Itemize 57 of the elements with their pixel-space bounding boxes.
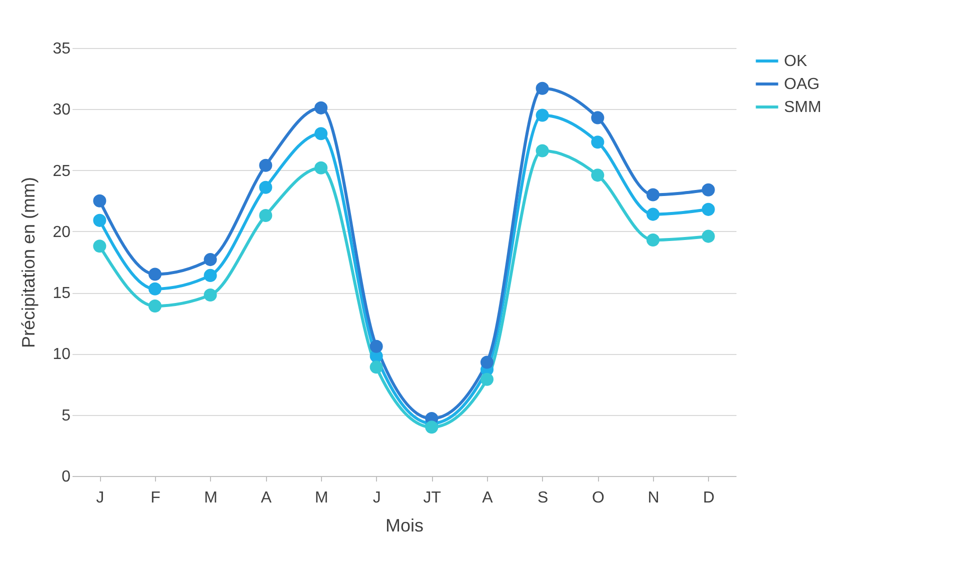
legend-label: OAG: [784, 76, 820, 93]
y-tick-label: 20: [52, 224, 71, 241]
x-tick-label: N: [648, 490, 660, 506]
point: [148, 282, 162, 296]
point: [536, 144, 549, 158]
y-tick-label: 25: [52, 162, 71, 180]
legend-label: OK: [784, 53, 808, 70]
y-tick-label: 30: [52, 102, 71, 119]
point: [536, 108, 549, 122]
point: [148, 268, 162, 281]
point: [314, 127, 328, 140]
point: [425, 420, 438, 434]
point: [259, 158, 272, 172]
point: [702, 230, 715, 243]
y-tick-label: 0: [62, 468, 71, 486]
point: [259, 209, 272, 222]
point: [314, 161, 328, 174]
point: [646, 233, 660, 246]
y-tick-label: 10: [52, 346, 71, 364]
point: [93, 194, 106, 208]
x-tick-label: J: [96, 490, 104, 506]
point: [259, 180, 272, 194]
point: [591, 111, 604, 124]
point: [591, 136, 604, 149]
point: [536, 82, 549, 95]
x-tick-label: M: [204, 490, 218, 506]
point: [204, 268, 217, 282]
point: [591, 168, 604, 182]
x-axis-title: Mois: [385, 516, 424, 536]
x-tick-label: S: [537, 490, 548, 506]
y-tick-label: 15: [52, 285, 71, 302]
point: [646, 188, 660, 202]
x-tick-label: A: [260, 490, 272, 506]
point: [480, 372, 494, 386]
point: [93, 240, 106, 253]
point: [148, 300, 162, 313]
point: [314, 101, 328, 114]
y-axis-title: Précipitation en (mm): [18, 176, 39, 348]
point: [646, 208, 660, 221]
point: [204, 253, 217, 266]
point: [93, 214, 106, 227]
legend-label: SMM: [784, 99, 822, 116]
x-tick-label: A: [482, 490, 494, 506]
x-tick-label: D: [703, 490, 715, 506]
point: [204, 288, 217, 302]
x-tick-label: J: [372, 490, 381, 506]
point: [702, 183, 715, 196]
point: [370, 360, 383, 374]
point: [702, 202, 715, 216]
y-tick-label: 5: [62, 407, 71, 424]
y-tick-label: 35: [52, 40, 71, 58]
x-tick-label: F: [150, 490, 161, 506]
x-tick-label: O: [592, 490, 604, 506]
point: [370, 340, 383, 353]
point: [480, 356, 494, 369]
x-tick-label: JT: [423, 490, 442, 506]
x-tick-label: M: [314, 490, 328, 506]
